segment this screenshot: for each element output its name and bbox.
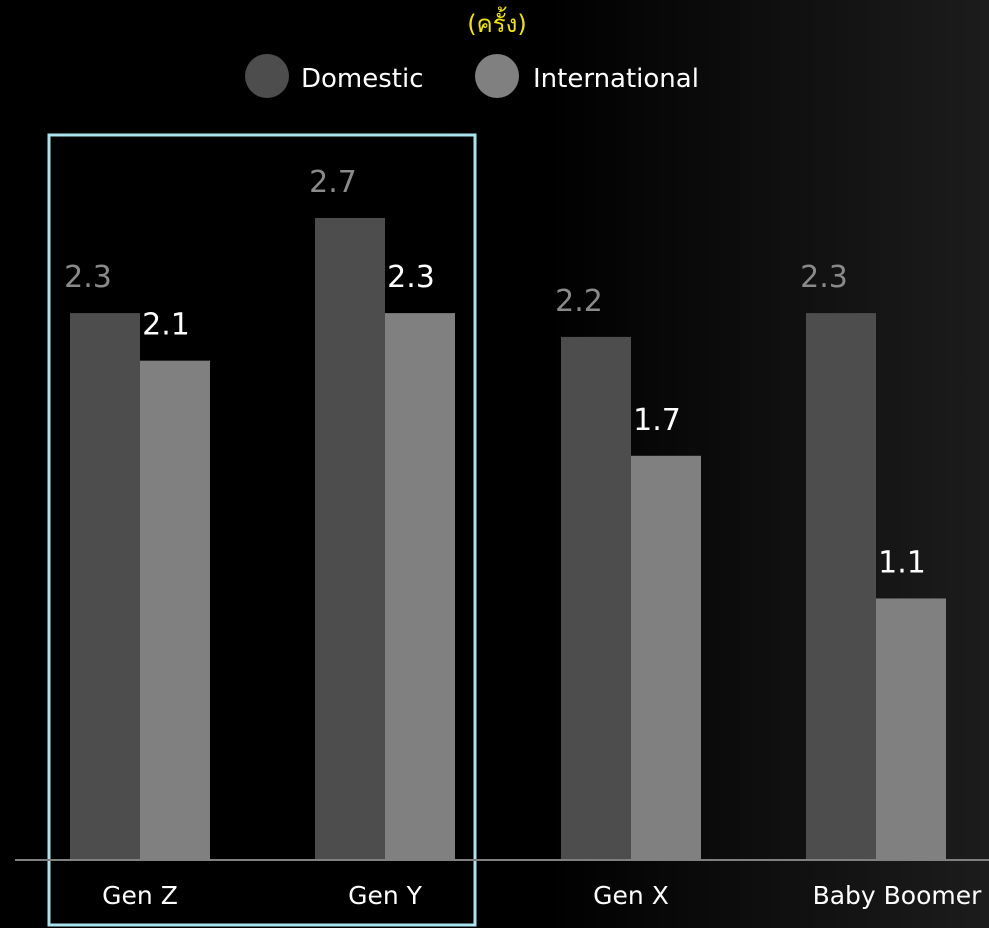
bar-international-baby-boomer — [876, 598, 946, 860]
legend: Domestic International — [245, 54, 699, 98]
value-label-international-gen-x: 1.7 — [633, 403, 681, 438]
bar-domestic-gen-y — [315, 218, 385, 860]
unit-label: (ครั้ง) — [467, 6, 526, 38]
legend-swatch-international — [475, 54, 519, 98]
bar-international-gen-y — [385, 313, 455, 861]
legend-label-international: International — [533, 64, 699, 94]
bar-international-gen-x — [631, 455, 701, 860]
category-label-gen-z: Gen Z — [102, 881, 178, 910]
bar-international-gen-z — [140, 360, 210, 860]
value-label-international-gen-y: 2.3 — [387, 260, 435, 295]
value-label-domestic-gen-z: 2.3 — [64, 260, 112, 295]
value-labels: 2.3 2.1 2.7 2.3 2.2 1.7 2.3 1.1 — [64, 165, 926, 580]
category-label-baby-boomer: Baby Boomer — [813, 881, 983, 910]
value-label-international-gen-z: 2.1 — [142, 308, 190, 343]
value-label-domestic-gen-x: 2.2 — [555, 284, 603, 319]
bar-domestic-gen-z — [70, 313, 140, 861]
category-label-gen-y: Gen Y — [348, 881, 423, 910]
bar-domestic-baby-boomer — [806, 313, 876, 861]
bars — [70, 218, 946, 861]
category-label-gen-x: Gen X — [593, 881, 669, 910]
legend-label-domestic: Domestic — [301, 64, 424, 94]
legend-swatch-domestic — [245, 54, 289, 98]
value-label-international-baby-boomer: 1.1 — [878, 545, 926, 580]
value-label-domestic-gen-y: 2.7 — [309, 165, 357, 200]
highlight-box — [47, 133, 477, 927]
category-labels: Gen Z Gen Y Gen X Baby Boomer — [102, 881, 982, 910]
value-label-domestic-baby-boomer: 2.3 — [800, 260, 848, 295]
bar-domestic-gen-x — [561, 336, 631, 860]
